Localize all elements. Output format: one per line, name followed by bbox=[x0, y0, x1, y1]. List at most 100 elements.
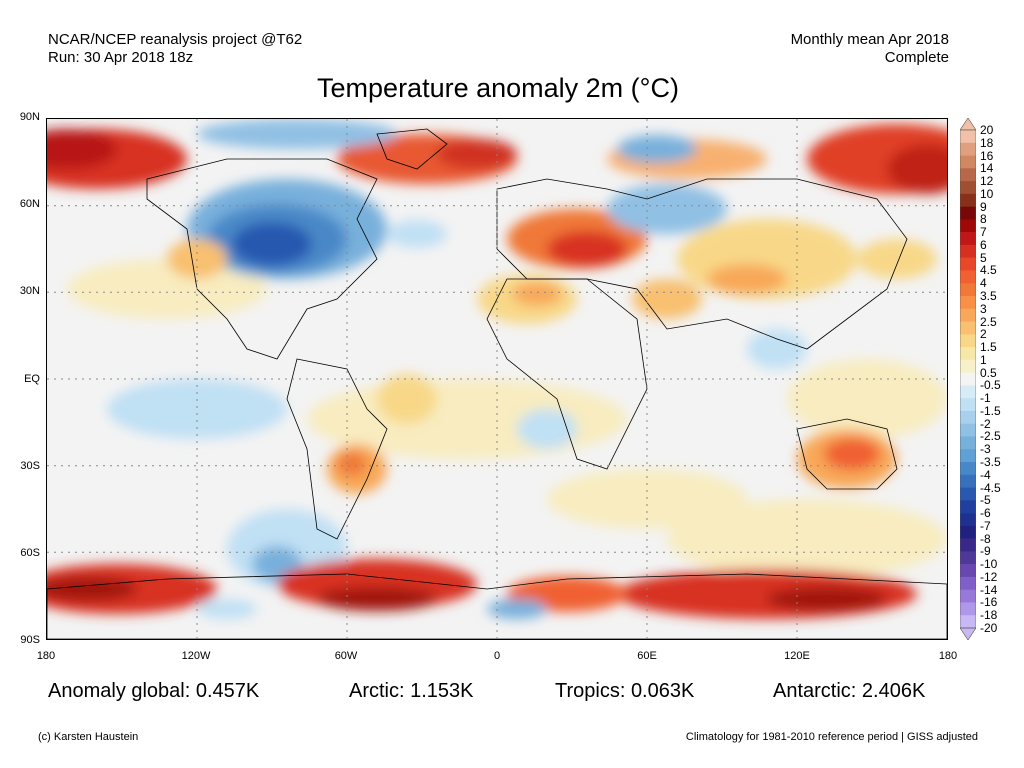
lon-label-60e: 60E bbox=[637, 650, 657, 662]
colorbar-label: -1 bbox=[980, 391, 991, 406]
colorbar-swatch bbox=[960, 283, 976, 297]
colorbar bbox=[960, 118, 976, 640]
colorbar-swatch bbox=[960, 398, 976, 412]
colorbar-label: 7 bbox=[980, 225, 987, 240]
lon-label-0: 0 bbox=[493, 650, 501, 662]
colorbar-label: -8 bbox=[980, 531, 991, 546]
colorbar-label: 1.5 bbox=[980, 340, 997, 355]
colorbar-label: -6 bbox=[980, 506, 991, 521]
colorbar-swatch bbox=[960, 232, 976, 246]
colorbar-swatch bbox=[960, 436, 976, 450]
colorbar-label: 4.5 bbox=[980, 263, 997, 278]
colorbar-label: -18 bbox=[980, 608, 998, 623]
page-title: Temperature anomaly 2m (°C) bbox=[317, 73, 679, 103]
colorbar-outline bbox=[960, 129, 976, 629]
lon-label-120e: 120E bbox=[784, 650, 810, 662]
status-label: Complete bbox=[884, 49, 949, 66]
anomaly-map-svg bbox=[47, 119, 947, 639]
colorbar-swatch bbox=[960, 193, 976, 207]
colorbar-swatch bbox=[960, 206, 976, 220]
colorbar-swatch bbox=[960, 155, 976, 169]
colorbar-swatch bbox=[960, 257, 976, 271]
colorbar-label: -2.5 bbox=[980, 429, 1001, 444]
project-label: NCAR/NCEP reanalysis project @T62 bbox=[48, 31, 303, 48]
colorbar-swatch bbox=[960, 513, 976, 527]
colorbar-swatch bbox=[960, 474, 976, 488]
colorbar-swatch bbox=[960, 410, 976, 424]
colorbar-swatch bbox=[960, 449, 976, 463]
colorbar-label: -20 bbox=[980, 621, 998, 635]
colorbar-label: 12 bbox=[980, 174, 994, 189]
colorbar-label: -9 bbox=[980, 544, 991, 559]
stat-global: Anomaly global: 0.457K bbox=[48, 680, 260, 702]
coastlines bbox=[47, 128, 947, 639]
colorbar-label: -1.5 bbox=[980, 403, 1001, 418]
colorbar-swatch bbox=[960, 615, 976, 629]
colorbar-swatch bbox=[960, 296, 976, 310]
run-label: Run: 30 Apr 2018 18z bbox=[48, 49, 194, 66]
stat-antarctic: Antarctic: 2.406K bbox=[773, 680, 926, 702]
colorbar-label: -16 bbox=[980, 595, 998, 610]
colorbar-label: 6 bbox=[980, 237, 987, 252]
colorbar-label: -7 bbox=[980, 518, 991, 533]
colorbar-label: -3.5 bbox=[980, 455, 1001, 469]
climatology-label: Climatology for 1981-2010 reference peri… bbox=[685, 731, 978, 743]
colorbar-label: 14 bbox=[980, 161, 994, 176]
colorbar-swatch bbox=[960, 244, 976, 258]
anomaly-field bbox=[47, 119, 947, 619]
lat-label-30n: 30N bbox=[19, 285, 40, 297]
colorbar-swatch bbox=[960, 564, 976, 578]
colorbar-label: -0.5 bbox=[980, 378, 1001, 393]
colorbar-label: 18 bbox=[980, 135, 994, 150]
colorbar-label: -2 bbox=[980, 416, 991, 431]
colorbar-label: -10 bbox=[980, 557, 998, 572]
lat-label-30s: 30S bbox=[20, 460, 40, 472]
colorbar-swatch bbox=[960, 334, 976, 348]
colorbar-min-arrow bbox=[960, 627, 976, 640]
colorbar-label: 8 bbox=[980, 212, 987, 227]
graticule bbox=[47, 119, 947, 639]
colorbar-swatch bbox=[960, 181, 976, 195]
colorbar-swatch bbox=[960, 270, 976, 284]
colorbar-label: 9 bbox=[980, 199, 987, 214]
colorbar-label: -4.5 bbox=[980, 480, 1001, 495]
colorbar-swatch bbox=[960, 487, 976, 501]
colorbar-swatch bbox=[960, 359, 976, 373]
colorbar-label: 2.5 bbox=[980, 314, 997, 329]
colorbar-label: 0.5 bbox=[980, 365, 997, 380]
colorbar-label: 2 bbox=[980, 327, 987, 342]
lon-label-180e: 180 bbox=[938, 650, 958, 662]
colorbar-label: -14 bbox=[980, 582, 998, 597]
lat-label-eq: EQ bbox=[24, 373, 40, 385]
stat-tropics: Tropics: 0.063K bbox=[555, 680, 695, 702]
lon-label-60w: 60W bbox=[334, 650, 358, 662]
colorbar-swatch bbox=[960, 372, 976, 386]
colorbar-swatch bbox=[960, 525, 976, 539]
stat-arctic: Arctic: 1.153K bbox=[349, 680, 474, 702]
lat-label-60s: 60S bbox=[20, 547, 40, 559]
colorbar-max-arrow bbox=[960, 118, 976, 131]
colorbar-label: 3 bbox=[980, 301, 987, 316]
colorbar-label: 1 bbox=[980, 352, 987, 367]
lon-label-120w: 120W bbox=[181, 650, 211, 662]
anomaly-map bbox=[46, 118, 948, 640]
colorbar-swatch bbox=[960, 576, 976, 590]
colorbar-swatch bbox=[960, 500, 976, 514]
colorbar-swatch bbox=[960, 462, 976, 476]
colorbar-label: 20 bbox=[980, 123, 994, 137]
lat-label-90n: 90N bbox=[19, 111, 40, 123]
lon-label-180w: 180 bbox=[36, 650, 56, 662]
colorbar-label: 10 bbox=[980, 186, 994, 201]
colorbar-swatch bbox=[960, 219, 976, 233]
colorbar-label: -4 bbox=[980, 467, 991, 482]
colorbar-label: -5 bbox=[980, 493, 991, 508]
colorbar-swatch bbox=[960, 142, 976, 156]
colorbar-swatch bbox=[960, 551, 976, 565]
colorbar-swatch bbox=[960, 321, 976, 335]
colorbar-swatch bbox=[960, 168, 976, 182]
lat-label-60n: 60N bbox=[19, 198, 40, 210]
colorbar-swatch bbox=[960, 423, 976, 437]
colorbar-swatch bbox=[960, 347, 976, 361]
colorbar-swatch bbox=[960, 589, 976, 603]
colorbar-label: -12 bbox=[980, 569, 998, 584]
